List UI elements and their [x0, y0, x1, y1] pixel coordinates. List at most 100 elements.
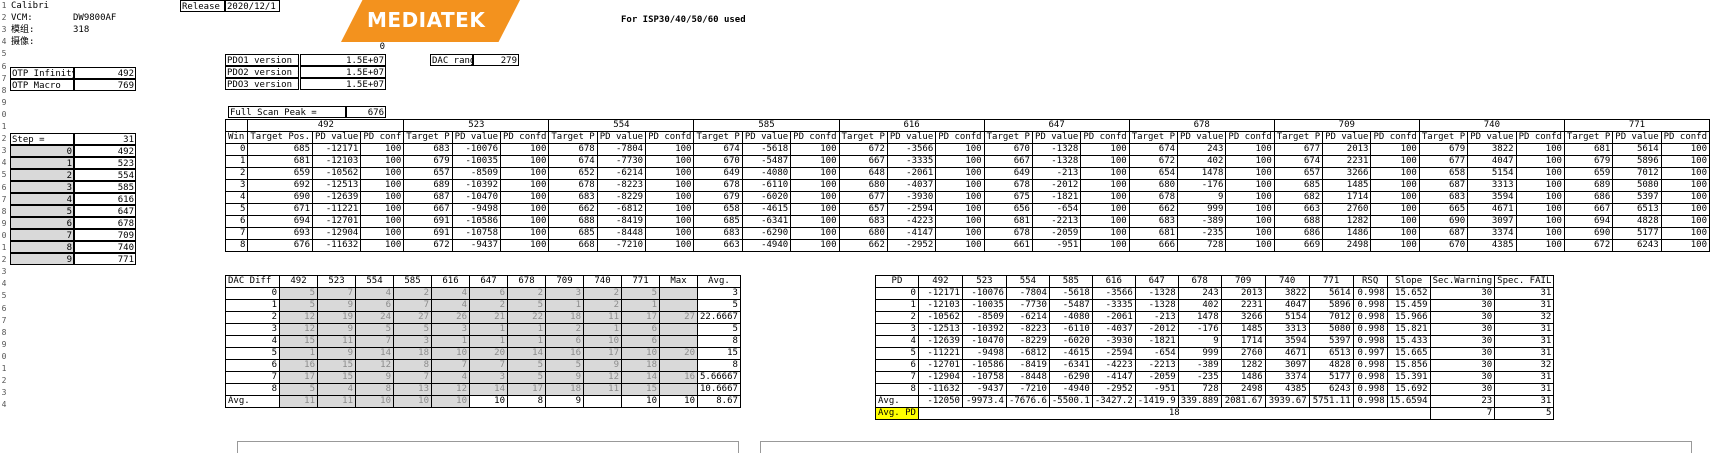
data-cell[interactable]: -8509	[451, 167, 502, 180]
data-cell[interactable]: 100	[935, 179, 985, 192]
pd-cell[interactable]: -11632	[917, 383, 963, 396]
column-header[interactable]: PD value	[1467, 131, 1517, 144]
data-cell[interactable]: 100	[1080, 167, 1130, 180]
data-cell[interactable]: -2059	[1031, 227, 1082, 240]
otp-macro-value[interactable]: 769	[74, 79, 136, 91]
data-cell[interactable]: -9498	[451, 203, 502, 216]
pd-cell[interactable]: 3374	[1264, 371, 1310, 384]
diff-cell[interactable]: 4	[431, 287, 470, 300]
avg-cell[interactable]: 11	[317, 395, 356, 408]
data-cell[interactable]: 100	[790, 143, 840, 156]
diff-cell[interactable]: 10	[583, 335, 622, 348]
data-cell[interactable]: 4671	[1467, 203, 1517, 216]
step-dac[interactable]: 678	[74, 217, 136, 229]
data-cell[interactable]: 100	[645, 167, 695, 180]
pd-cell[interactable]: 3313	[1264, 323, 1310, 336]
pd-cell[interactable]: -951	[1134, 383, 1179, 396]
data-cell[interactable]: -6290	[741, 227, 792, 240]
diff-cell[interactable]: 12	[355, 359, 394, 372]
pd-cell[interactable]: -12639	[917, 335, 963, 348]
data-cell[interactable]: -951	[1031, 239, 1082, 252]
pd-cell[interactable]: -4037	[1091, 323, 1136, 336]
column-header[interactable]: 678	[507, 275, 546, 288]
column-header[interactable]: Target P	[1563, 131, 1614, 144]
data-cell[interactable]: -7804	[596, 143, 647, 156]
column-header[interactable]: PD confd	[1080, 131, 1130, 144]
data-cell[interactable]: -1821	[1031, 191, 1082, 204]
data-cell[interactable]: 100	[1660, 227, 1710, 240]
data-cell[interactable]: 689	[403, 179, 453, 192]
pd-cell[interactable]: -8229	[1005, 335, 1050, 348]
diff-cell[interactable]: 5.66667	[697, 371, 741, 384]
diff-cell[interactable]: 7	[225, 371, 280, 384]
data-cell[interactable]: 100	[1660, 239, 1710, 252]
data-cell[interactable]: 100	[360, 155, 405, 168]
data-cell[interactable]: 1714	[1322, 191, 1372, 204]
pd-cell[interactable]: -6020	[1048, 335, 1093, 348]
step-index[interactable]: 9	[10, 253, 74, 265]
pd-cell[interactable]: -8509	[961, 311, 1007, 324]
column-header[interactable]: Target P	[1128, 131, 1179, 144]
data-cell[interactable]: 672	[403, 239, 453, 252]
data-cell[interactable]: 100	[1080, 215, 1130, 228]
diff-cell[interactable]: 13	[393, 383, 432, 396]
data-cell[interactable]: 100	[1370, 239, 1420, 252]
pd-cell[interactable]: 5	[875, 347, 919, 360]
data-cell[interactable]: 100	[790, 203, 840, 216]
diff-cell[interactable]: 14	[355, 347, 394, 360]
data-cell[interactable]: 667	[403, 203, 453, 216]
data-cell[interactable]: 100	[360, 203, 405, 216]
group-header[interactable]: 647	[983, 119, 1130, 132]
data-cell[interactable]: 683	[1128, 215, 1179, 228]
data-cell[interactable]: 100	[935, 191, 985, 204]
pd-cell[interactable]: -12103	[917, 299, 963, 312]
data-cell[interactable]: 100	[360, 143, 405, 156]
data-cell[interactable]: 3	[224, 179, 249, 192]
column-header[interactable]: PD confd	[1660, 131, 1710, 144]
pd-cell[interactable]: 30	[1429, 323, 1496, 336]
column-header[interactable]: PD confd	[1225, 131, 1275, 144]
pd-cell[interactable]: 243	[1177, 287, 1222, 300]
step-dac[interactable]: 740	[74, 241, 136, 253]
diff-cell[interactable]: 14	[507, 347, 546, 360]
pd-cell[interactable]: -6812	[1005, 347, 1050, 360]
data-cell[interactable]: 674	[548, 155, 598, 168]
pd-cell[interactable]: 1478	[1177, 311, 1222, 324]
data-cell[interactable]: 662	[548, 203, 598, 216]
avg-cell[interactable]: -1419.9	[1134, 395, 1179, 408]
data-cell[interactable]: 100	[645, 143, 695, 156]
diff-cell[interactable]: 27	[659, 311, 698, 324]
pd-cell[interactable]: 15.433	[1386, 335, 1431, 348]
diff-cell[interactable]: 11	[583, 383, 622, 396]
diff-cell[interactable]: 6	[469, 287, 508, 300]
diff-cell[interactable]	[659, 335, 698, 348]
data-cell[interactable]: 1486	[1322, 227, 1372, 240]
diff-cell[interactable]: 11	[583, 311, 622, 324]
pd-cell[interactable]: -2213	[1134, 359, 1179, 372]
avg-cell[interactable]: 11	[279, 395, 318, 408]
data-cell[interactable]: 100	[790, 179, 840, 192]
pd-cell[interactable]: 3	[875, 323, 919, 336]
data-cell[interactable]: 687	[1418, 179, 1469, 192]
pd-cell[interactable]: 15.821	[1386, 323, 1431, 336]
pd-cell[interactable]: 0.998	[1352, 371, 1388, 384]
data-cell[interactable]: 649	[983, 167, 1033, 180]
data-cell[interactable]: 661	[983, 239, 1033, 252]
pd-cell[interactable]: 4	[875, 335, 919, 348]
diff-cell[interactable]: 3	[431, 323, 470, 336]
diff-cell[interactable]: 7	[469, 359, 508, 372]
column-header[interactable]: PD confd	[645, 131, 695, 144]
avg-cell[interactable]: 10	[659, 395, 698, 408]
diff-cell[interactable]: 3	[545, 287, 584, 300]
data-cell[interactable]: 100	[1080, 227, 1130, 240]
data-cell[interactable]: 100	[935, 239, 985, 252]
data-cell[interactable]: 100	[1225, 215, 1275, 228]
column-header[interactable]: RSQ	[1352, 275, 1388, 288]
diff-cell[interactable]: 12	[279, 323, 318, 336]
pd-cell[interactable]: 30	[1429, 347, 1496, 360]
data-cell[interactable]: 690	[1563, 227, 1614, 240]
data-cell[interactable]: 100	[1080, 155, 1130, 168]
data-cell[interactable]: 1	[224, 155, 249, 168]
pd-cell[interactable]: 2760	[1220, 347, 1266, 360]
diff-cell[interactable]: 17	[279, 371, 318, 384]
